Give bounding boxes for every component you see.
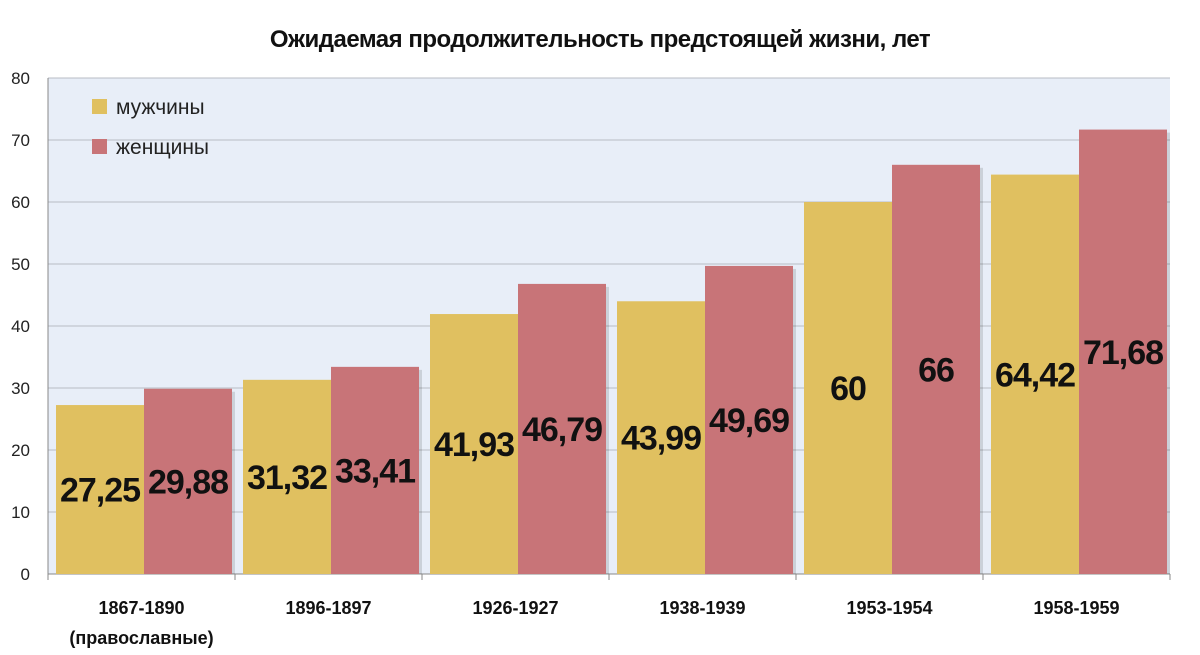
y-tick-label: 80	[11, 69, 30, 88]
bar-value-label: 33,41	[335, 452, 415, 490]
bar-value-labels: 27,25 29,88 31,32 33,41 41,93 46,79 43,99 49,69…	[60, 334, 1164, 510]
bar-women	[331, 366, 419, 574]
y-tick-label: 20	[11, 441, 30, 460]
bar-women	[705, 265, 793, 574]
bar-value-label: 29,88	[148, 463, 228, 501]
bar-value-label: 66	[918, 351, 954, 389]
y-tick-label: 30	[11, 379, 30, 398]
chart-title: Ожидаемая продолжительность предстоящей …	[269, 26, 931, 53]
bar-value-label: 60	[830, 370, 866, 408]
y-tick-label: 10	[11, 503, 30, 522]
x-category-label: 1926-1927	[472, 598, 558, 618]
bar-value-label: 49,69	[709, 402, 789, 440]
bar-men	[56, 405, 144, 574]
bar-women	[892, 164, 980, 575]
bar-value-label: 43,99	[621, 420, 701, 458]
bar-women	[144, 388, 232, 574]
y-axis-ticks: 0 10 20 30 40 50 60 70 80	[11, 69, 30, 584]
x-category-label: 1953-1954	[846, 598, 932, 618]
x-axis: 1867-1890 (православные) 1896-1897 1926-192…	[47, 78, 1171, 648]
x-category-label: (православные)	[69, 628, 213, 648]
y-tick-label: 60	[11, 193, 30, 212]
bar-value-label: 71,68	[1083, 334, 1163, 372]
bar-value-label: 27,25	[60, 472, 140, 510]
y-tick-label: 70	[11, 131, 30, 150]
legend: мужчины женщины	[92, 96, 209, 159]
bar-men	[430, 314, 518, 574]
y-tick-label: 40	[11, 317, 30, 336]
legend-label: мужчины	[116, 96, 205, 119]
legend-swatch	[92, 139, 107, 154]
legend-label: женщины	[116, 136, 209, 159]
grid-lines	[48, 77, 1170, 575]
bar-women	[518, 283, 606, 574]
bar-men	[804, 202, 892, 574]
bar-value-label: 41,93	[434, 426, 514, 464]
bar-men	[617, 301, 705, 574]
bars	[56, 129, 1170, 575]
y-tick-label: 50	[11, 255, 30, 274]
bar-men	[243, 379, 331, 574]
y-tick-label: 0	[21, 565, 30, 584]
bar-men	[991, 174, 1079, 574]
bar-value-label: 64,42	[995, 356, 1075, 394]
bar-women	[1079, 129, 1167, 575]
x-category-label: 1896-1897	[285, 598, 371, 618]
bar-value-label: 31,32	[247, 459, 327, 497]
bar-value-label: 46,79	[522, 411, 602, 449]
x-category-label: 1958-1959	[1033, 598, 1119, 618]
x-category-label: 1867-1890	[98, 598, 184, 618]
legend-swatch	[92, 99, 107, 114]
x-category-label: 1938-1939	[659, 598, 745, 618]
